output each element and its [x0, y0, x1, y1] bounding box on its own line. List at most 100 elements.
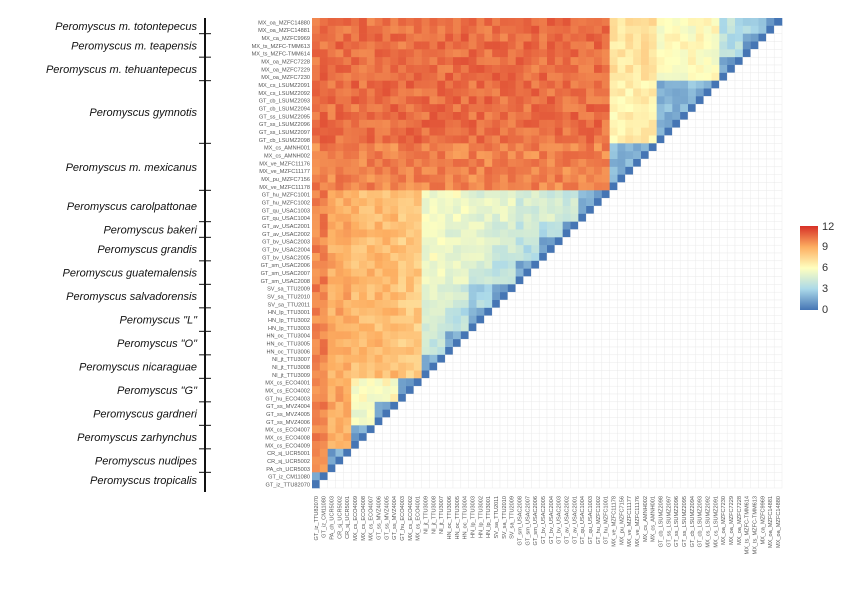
empty-cell — [429, 464, 438, 473]
heatmap-cell — [680, 112, 689, 121]
heatmap-cell — [539, 159, 548, 168]
empty-cell — [507, 338, 516, 348]
empty-cell — [491, 440, 501, 450]
heatmap-cell — [413, 276, 422, 285]
empty-cell — [750, 409, 759, 418]
empty-cell — [444, 401, 454, 410]
heatmap-cell — [484, 292, 493, 301]
empty-cell — [742, 378, 751, 387]
heatmap-cell — [515, 276, 524, 285]
empty-cell — [742, 166, 751, 175]
heatmap-cell — [500, 80, 509, 89]
empty-cell — [766, 64, 775, 74]
empty-cell — [703, 135, 712, 144]
heatmap-cell — [656, 49, 665, 58]
empty-cell — [664, 479, 673, 489]
heatmap-cell — [429, 307, 438, 316]
empty-cell — [758, 323, 767, 332]
heatmap-cell — [695, 57, 704, 66]
empty-cell — [578, 307, 587, 316]
empty-cell — [366, 472, 375, 481]
heatmap-cell — [476, 315, 485, 324]
empty-cell — [719, 150, 728, 160]
heatmap-cell — [578, 41, 587, 50]
empty-cell — [695, 221, 704, 230]
empty-cell — [452, 409, 462, 418]
empty-cell — [476, 448, 485, 457]
heatmap-cell — [359, 159, 368, 168]
empty-cell — [366, 448, 375, 457]
empty-cell — [734, 472, 744, 481]
empty-cell — [491, 464, 501, 473]
empty-cell — [437, 362, 446, 371]
heatmap-cell — [327, 18, 336, 27]
empty-cell — [773, 393, 783, 403]
empty-cell — [625, 229, 634, 238]
empty-cell — [672, 166, 681, 175]
empty-cell — [593, 323, 603, 332]
heatmap-cell — [359, 268, 368, 277]
empty-cell — [640, 425, 650, 434]
empty-cell — [578, 432, 587, 442]
empty-cell — [687, 182, 697, 191]
empty-cell — [601, 448, 610, 457]
heatmap-cell — [343, 41, 352, 50]
heatmap-cell — [335, 80, 344, 89]
heatmap-cell — [453, 18, 462, 27]
empty-cell — [468, 401, 477, 410]
heatmap-cell — [507, 143, 516, 152]
heatmap-cell — [390, 80, 399, 89]
empty-cell — [570, 307, 579, 316]
empty-cell — [585, 260, 595, 269]
empty-cell — [758, 464, 767, 473]
heatmap-cell — [351, 25, 360, 34]
empty-cell — [664, 190, 673, 199]
empty-cell — [773, 56, 783, 66]
heatmap-cell — [343, 18, 352, 27]
heatmap-cell — [468, 245, 477, 254]
heatmap-cell — [343, 284, 352, 293]
heatmap-cell — [476, 190, 485, 199]
heatmap-cell — [413, 307, 422, 316]
empty-cell — [570, 323, 579, 332]
empty-cell — [429, 393, 438, 403]
column-sample-label: SV_sa_TTU2009 — [510, 496, 516, 539]
empty-cell — [554, 448, 563, 457]
heatmap-cell — [359, 143, 368, 152]
empty-cell — [499, 409, 509, 418]
empty-cell — [625, 338, 634, 348]
heatmap-cell — [406, 292, 415, 301]
empty-cell — [679, 213, 689, 222]
empty-cell — [664, 315, 673, 324]
heatmap-cell — [515, 41, 524, 50]
heatmap-cell — [719, 25, 728, 34]
heatmap-cell — [648, 96, 657, 105]
heatmap-cell — [335, 143, 344, 152]
column-sample-label: MX_cs_ECO4007 — [369, 496, 375, 541]
empty-cell — [742, 370, 751, 379]
empty-cell — [648, 346, 657, 356]
empty-cell — [711, 338, 720, 348]
empty-cell — [546, 315, 556, 324]
heatmap-cell — [500, 229, 509, 238]
heatmap-cell — [413, 182, 422, 191]
heatmap-cell — [319, 151, 328, 160]
heatmap-cell — [312, 409, 321, 418]
heatmap-cell — [695, 41, 704, 50]
heatmap-cell — [413, 260, 422, 269]
heatmap-cell — [406, 237, 415, 246]
heatmap-cell — [429, 18, 438, 27]
empty-cell — [523, 315, 532, 324]
empty-cell — [632, 276, 642, 285]
empty-cell — [468, 338, 477, 348]
heatmap-cell — [523, 268, 532, 277]
heatmap-cell — [609, 112, 618, 121]
empty-cell — [562, 323, 571, 332]
heatmap-cell — [335, 57, 344, 66]
heatmap-cell — [500, 33, 509, 42]
empty-cell — [531, 479, 540, 489]
heatmap-cell — [609, 159, 618, 168]
empty-cell — [460, 370, 469, 379]
empty-cell — [742, 409, 751, 418]
empty-cell — [742, 244, 751, 254]
